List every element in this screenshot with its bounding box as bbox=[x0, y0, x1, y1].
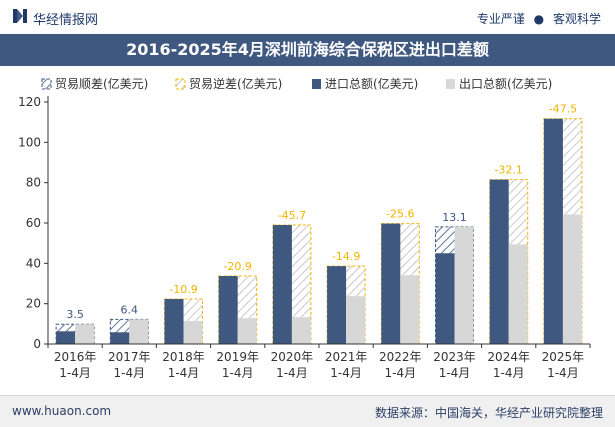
balance-label: -32.1 bbox=[494, 164, 522, 177]
export-bar bbox=[291, 317, 311, 344]
x-tick-label-period: 1-4月 bbox=[330, 366, 362, 380]
x-tick-label-period: 1-4月 bbox=[493, 366, 525, 380]
balance-label: 6.4 bbox=[121, 303, 139, 316]
legend-label: 贸易顺差(亿美元) bbox=[55, 76, 148, 91]
export-bar bbox=[454, 226, 474, 344]
export-bar bbox=[183, 321, 203, 344]
x-tick-label-period: 1-4月 bbox=[113, 366, 145, 380]
x-tick-label-period: 1-4月 bbox=[547, 366, 579, 380]
balance-label: -10.9 bbox=[169, 283, 197, 296]
legend: 贸易顺差(亿美元) 贸易逆差(亿美元) 进口总额(亿美元) 出口总额(亿美元) bbox=[41, 76, 552, 91]
slogan-dot: ● bbox=[533, 12, 545, 26]
import-bar bbox=[381, 223, 401, 344]
import-bar bbox=[56, 331, 76, 344]
balance-label: -25.6 bbox=[386, 208, 414, 221]
y-tick-label: 120 bbox=[18, 95, 41, 109]
y-tick-label: 0 bbox=[33, 337, 41, 351]
bars: 3.5 6.4 -10.9 -20.9 -45.7 -14.9 -25.6 13.1 -32.1… bbox=[55, 103, 583, 345]
x-tick-label-year: 2022年 bbox=[379, 350, 422, 364]
x-tick-label-year: 2017年 bbox=[108, 350, 151, 364]
x-tick-label-year: 2019年 bbox=[216, 350, 259, 364]
slogan: 专业严谨 ● 客观科学 bbox=[477, 10, 601, 27]
y-tick-label: 60 bbox=[26, 216, 41, 230]
export-bar bbox=[129, 319, 149, 344]
legend-label: 贸易逆差(亿美元) bbox=[189, 76, 282, 91]
legend-label: 进口总额(亿美元) bbox=[325, 76, 418, 91]
legend-swatch bbox=[446, 79, 455, 89]
x-tick-label-year: 2024年 bbox=[487, 350, 530, 364]
chart-title: 2016-2025年4月深圳前海综合保税区进出口差额 bbox=[0, 34, 615, 66]
import-bar bbox=[489, 179, 509, 344]
x-tick-label-year: 2016年 bbox=[54, 350, 97, 364]
slogan-left: 专业严谨 bbox=[476, 12, 525, 26]
legend-swatch bbox=[41, 78, 52, 90]
import-bar bbox=[218, 276, 238, 344]
chart: 贸易顺差(亿美元) 贸易逆差(亿美元) 进口总额(亿美元) 出口总额(亿美元) 0 20… bbox=[18, 76, 591, 380]
huajing-logo-icon bbox=[12, 8, 28, 28]
slogan-right: 客观科学 bbox=[552, 12, 601, 26]
y-tick-label: 80 bbox=[26, 176, 41, 190]
x-tick-label-period: 1-4月 bbox=[276, 366, 308, 380]
export-bar bbox=[562, 214, 582, 344]
balance-label: 13.1 bbox=[442, 211, 467, 224]
footer-url[interactable]: www.huaon.com bbox=[12, 404, 112, 418]
export-bar bbox=[508, 244, 528, 344]
x-axis: 2016年 1-4月 2017年 1-4月 2018年 1-4月 2019年 1-4月 2020… bbox=[47, 343, 591, 380]
legend-label: 出口总额(亿美元) bbox=[459, 76, 552, 91]
export-bar bbox=[346, 296, 366, 344]
balance-label: -45.7 bbox=[278, 209, 306, 222]
import-bar bbox=[272, 225, 292, 344]
y-tick-label: 40 bbox=[26, 256, 41, 270]
x-tick-label-period: 1-4月 bbox=[222, 366, 254, 380]
y-tick-label: 100 bbox=[18, 135, 41, 149]
import-bar bbox=[327, 266, 347, 344]
footer-source: 数据来源：中国海关，华经产业研究院整理 bbox=[374, 406, 603, 420]
x-tick-label-period: 1-4月 bbox=[59, 366, 91, 380]
balance-label: 3.5 bbox=[66, 308, 84, 321]
brand[interactable]: 华经情报网 bbox=[12, 8, 98, 28]
balance-label: -20.9 bbox=[223, 260, 251, 273]
x-tick-label-year: 2025年 bbox=[542, 350, 585, 364]
export-bar bbox=[75, 324, 95, 344]
import-bar bbox=[435, 253, 455, 344]
export-bar bbox=[400, 275, 420, 344]
x-tick-label-period: 1-4月 bbox=[384, 366, 416, 380]
x-tick-label-period: 1-4月 bbox=[168, 366, 200, 380]
x-tick-label-period: 1-4月 bbox=[439, 366, 471, 380]
import-bar bbox=[110, 332, 130, 344]
y-axis: 0 20 40 60 80 100 120 bbox=[18, 95, 49, 351]
footer: www.huaon.com 数据来源：中国海关，华经产业研究院整理 bbox=[0, 395, 615, 427]
legend-swatch bbox=[175, 78, 186, 90]
balance-label: -47.5 bbox=[549, 103, 577, 116]
import-bar bbox=[164, 299, 184, 344]
x-tick-label-year: 2018年 bbox=[162, 350, 205, 364]
y-tick-label: 20 bbox=[26, 297, 41, 311]
import-bar bbox=[543, 118, 563, 344]
export-bar bbox=[237, 318, 257, 344]
top-bar: 华经情报网 专业严谨 ● 客观科学 bbox=[0, 0, 615, 34]
x-tick-label-year: 2023年 bbox=[433, 350, 476, 364]
x-tick-label-year: 2020年 bbox=[271, 350, 314, 364]
legend-swatch bbox=[312, 79, 321, 89]
x-tick-label-year: 2021年 bbox=[325, 350, 368, 364]
brand-name: 华经情报网 bbox=[33, 12, 99, 28]
balance-label: -14.9 bbox=[332, 250, 360, 263]
